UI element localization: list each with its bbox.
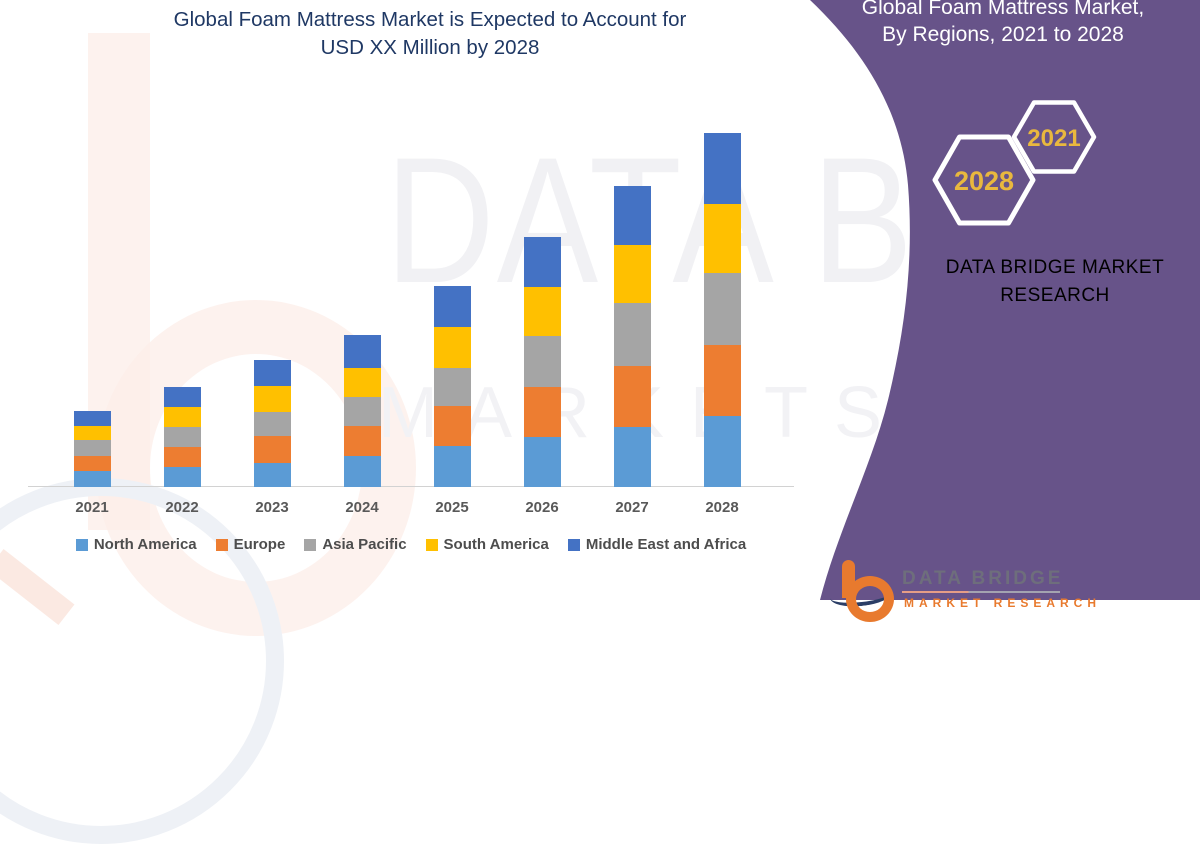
- bar-segment-europe: [163, 447, 201, 467]
- bar-segment-south-america: [253, 386, 291, 412]
- bar-segment-south-america: [343, 368, 381, 397]
- x-axis-label-2023: 2023: [255, 499, 289, 516]
- bar-segment-north-america: [343, 456, 381, 487]
- bar-segment-north-america: [613, 427, 651, 487]
- legend-item: Europe: [215, 536, 286, 553]
- bar-segment-europe: [523, 387, 561, 437]
- x-axis-label-2022: 2022: [165, 499, 199, 516]
- legend-item: South America: [425, 536, 549, 553]
- bar-segment-middle-east-and-africa: [73, 411, 111, 426]
- x-axis-label-2028: 2028: [705, 499, 739, 516]
- bar-segment-asia-pacific: [613, 303, 651, 366]
- legend-swatch: [304, 538, 317, 551]
- legend-swatch: [75, 538, 88, 551]
- side-panel-title-line1: Global Foam Mattress Market,: [861, 0, 1145, 19]
- x-axis-label-2021: 2021: [75, 499, 109, 516]
- bar-segment-europe: [343, 426, 381, 456]
- side-panel-title-line2: By Regions, 2021 to 2028: [882, 23, 1124, 46]
- x-axis-label-2026: 2026: [525, 499, 559, 516]
- side-panel-brand-line2: RESEARCH: [1000, 285, 1110, 306]
- legend-swatch: [567, 538, 580, 551]
- side-panel-brand-line1: DATA BRIDGE MARKET: [945, 257, 1165, 278]
- x-axis-label-2027: 2027: [615, 499, 649, 516]
- bar-segment-middle-east-and-africa: [163, 387, 201, 407]
- legend-item: Asia Pacific: [304, 536, 407, 553]
- footer-logo-rule: [902, 591, 1060, 593]
- bar-segment-south-america: [523, 287, 561, 336]
- legend-label: Europe: [233, 536, 286, 553]
- bar-segment-asia-pacific: [343, 397, 381, 426]
- hexagon-2028-outline: [932, 134, 1036, 226]
- legend-swatch: [425, 538, 438, 551]
- bar-segment-asia-pacific: [253, 412, 291, 436]
- x-axis-line: [28, 486, 794, 487]
- legend-label: North America: [93, 536, 197, 553]
- bar-segment-south-america: [73, 426, 111, 440]
- x-axis-label-2025: 2025: [435, 499, 469, 516]
- chart-title: Global Foam Mattress Market is Expected …: [95, 6, 765, 62]
- footer-logo-sub: MARKET RESEARCH: [904, 596, 1102, 610]
- bar-segment-south-america: [703, 204, 741, 273]
- chart-title-line1: Global Foam Mattress Market is Expected …: [173, 8, 687, 31]
- bar-segment-europe: [433, 406, 471, 446]
- hexagon-2021-outline: [1011, 100, 1097, 174]
- side-panel: 2021 2028: [810, 0, 1200, 600]
- bar-segment-south-america: [163, 407, 201, 427]
- side-panel-brand-text: DATA BRIDGE MARKET RESEARCH: [930, 254, 1180, 310]
- bar-segment-asia-pacific: [523, 336, 561, 387]
- bar-segment-north-america: [523, 437, 561, 487]
- bar-segment-middle-east-and-africa: [703, 133, 741, 204]
- plot-area: 2021 2022 2023 2024 2025 2026 2027 2028: [0, 0, 800, 600]
- hexagon-2028-label: 2028: [954, 166, 1014, 196]
- bar-segment-europe: [613, 366, 651, 427]
- bar-segment-middle-east-and-africa: [523, 237, 561, 287]
- footer-logo-brand: DATA BRIDGE: [902, 568, 1064, 589]
- legend-item: North America: [75, 536, 197, 553]
- legend: North America Europe Asia Pacific South Ame…: [30, 536, 792, 553]
- bar-segment-north-america: [73, 471, 111, 487]
- bar-segment-north-america: [433, 446, 471, 487]
- legend-label: South America: [443, 536, 549, 553]
- bar-segment-europe: [73, 456, 111, 471]
- bar-segment-south-america: [613, 245, 651, 303]
- bar-segment-europe: [703, 345, 741, 416]
- side-panel-title: Global Foam Mattress Market, By Regions,…: [828, 0, 1178, 48]
- chart-title-line2: USD XX Million by 2028: [320, 36, 540, 59]
- bar-segment-asia-pacific: [703, 273, 741, 345]
- legend-label: Asia Pacific: [322, 536, 407, 553]
- legend-label: Middle East and Africa: [585, 536, 747, 553]
- legend-swatch: [215, 538, 228, 551]
- bar-segment-middle-east-and-africa: [613, 186, 651, 245]
- x-axis-label-2024: 2024: [345, 499, 379, 516]
- bar-segment-middle-east-and-africa: [433, 286, 471, 327]
- bar-segment-north-america: [253, 463, 291, 487]
- bar-segment-north-america: [703, 416, 741, 487]
- bar-segment-asia-pacific: [73, 440, 111, 456]
- bar-segment-asia-pacific: [163, 427, 201, 447]
- footer-logo: DATA BRIDGE MARKET RESEARCH: [829, 558, 1200, 622]
- hexagon-2021-label: 2021: [1027, 125, 1080, 152]
- bar-segment-europe: [253, 436, 291, 463]
- bar-segment-middle-east-and-africa: [253, 360, 291, 386]
- bar-segment-north-america: [163, 467, 201, 487]
- legend-item: Middle East and Africa: [567, 536, 747, 553]
- side-panel-background: [810, 0, 1200, 600]
- bar-segment-south-america: [433, 327, 471, 368]
- logo-b-bowl: [846, 576, 894, 622]
- bar-segment-asia-pacific: [433, 368, 471, 406]
- bar-segment-middle-east-and-africa: [343, 335, 381, 368]
